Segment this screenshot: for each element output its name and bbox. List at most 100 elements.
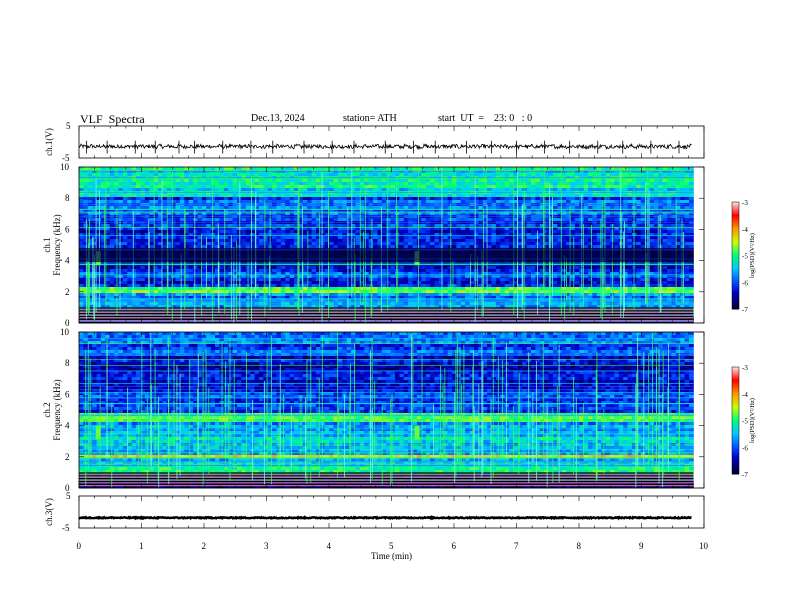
psd-cell xyxy=(421,230,427,234)
psd-cell xyxy=(386,245,391,249)
psd-cell xyxy=(193,239,198,243)
psd-cell xyxy=(144,236,150,240)
psd-cell xyxy=(627,221,633,225)
psd-cell xyxy=(92,197,97,201)
psd-cell xyxy=(179,221,185,225)
psd-cell xyxy=(412,212,418,216)
psd-cell xyxy=(175,185,181,189)
psd-cell xyxy=(342,173,348,177)
psd-cell xyxy=(87,221,93,225)
psd-cell xyxy=(364,212,370,216)
psd-cell xyxy=(171,194,176,198)
psd-cell xyxy=(552,212,558,216)
psd-cell xyxy=(127,167,133,171)
psd-cell xyxy=(601,224,607,228)
psd-cell xyxy=(215,194,220,198)
psd-cell xyxy=(688,206,694,210)
psd-cell xyxy=(105,170,111,174)
psd-cell xyxy=(596,182,602,186)
psd-cell xyxy=(105,179,111,183)
psd-cell xyxy=(100,266,106,270)
psd-cell xyxy=(574,167,580,171)
psd-cell xyxy=(258,242,264,246)
psd-cell xyxy=(416,236,422,240)
psd-cell xyxy=(653,206,659,210)
psd-cell xyxy=(241,194,247,198)
psd-cell xyxy=(359,221,365,225)
psd-cell xyxy=(250,230,255,234)
psd-cell xyxy=(298,221,304,225)
psd-cell xyxy=(421,236,427,240)
psd-cell xyxy=(245,230,251,234)
psd-cell xyxy=(614,224,620,228)
psd-cell xyxy=(254,266,260,270)
psd-cell xyxy=(552,206,558,210)
psd-cell xyxy=(500,182,506,186)
psd-cell xyxy=(500,194,506,198)
psd-cell xyxy=(434,197,440,201)
psd-cell xyxy=(153,218,159,222)
psd-cell xyxy=(258,173,264,177)
psd-cell xyxy=(421,197,427,201)
psd-cell xyxy=(201,269,207,273)
psd-cell xyxy=(438,212,444,216)
psd-cell xyxy=(412,182,418,186)
psd-cell xyxy=(346,209,352,213)
psd-cell xyxy=(263,233,269,237)
psd-cell xyxy=(294,221,299,225)
psd-cell xyxy=(166,188,172,192)
psd-cell xyxy=(157,173,163,177)
psd-cell xyxy=(175,215,181,219)
psd-cell xyxy=(302,200,308,204)
psd-cell xyxy=(592,221,598,225)
psd-cell xyxy=(96,188,102,192)
psd-cell xyxy=(241,173,247,177)
psd-cell xyxy=(250,212,255,216)
psd-cell xyxy=(680,239,685,243)
psd-cell xyxy=(324,224,330,228)
psd-cell xyxy=(631,185,637,189)
psd-cell xyxy=(79,215,84,219)
psd-cell xyxy=(193,269,198,273)
psd-cell xyxy=(592,233,598,237)
psd-cell xyxy=(315,233,321,237)
psd-cell xyxy=(544,239,549,243)
psd-cell xyxy=(188,239,194,243)
psd-cell xyxy=(425,245,431,249)
psd-cell xyxy=(250,170,255,174)
psd-cell xyxy=(342,233,348,237)
psd-cell xyxy=(390,173,396,177)
psd-cell xyxy=(425,227,431,231)
psd-cell xyxy=(658,227,664,231)
psd-cell xyxy=(526,188,532,192)
psd-cell xyxy=(531,206,536,210)
psd-cell xyxy=(583,245,589,249)
psd-cell xyxy=(359,245,365,249)
psd-cell xyxy=(452,182,457,186)
psd-cell xyxy=(526,227,532,231)
psd-cell xyxy=(232,224,238,228)
psd-cell xyxy=(346,239,352,243)
psd-cell xyxy=(671,173,677,177)
psd-cell xyxy=(570,185,576,189)
psd-cell xyxy=(588,227,593,231)
psd-cell xyxy=(579,188,585,192)
psd-cell xyxy=(254,245,260,249)
psd-cell xyxy=(452,194,457,198)
psd-cell xyxy=(87,167,93,171)
psd-cell xyxy=(640,266,646,270)
psd-cell xyxy=(452,266,457,270)
psd-cell xyxy=(219,209,225,213)
psd-cell xyxy=(215,179,220,183)
psd-cell xyxy=(513,224,519,228)
psd-cell xyxy=(276,230,282,234)
psd-cell xyxy=(179,197,185,201)
psd-cell xyxy=(206,173,212,177)
psd-cell xyxy=(122,224,128,228)
psd-cell xyxy=(658,233,664,237)
psd-cell xyxy=(684,167,690,171)
psd-cell xyxy=(179,239,185,243)
psd-cell xyxy=(298,206,304,210)
psd-cell xyxy=(535,212,541,216)
psd-cell xyxy=(605,182,611,186)
